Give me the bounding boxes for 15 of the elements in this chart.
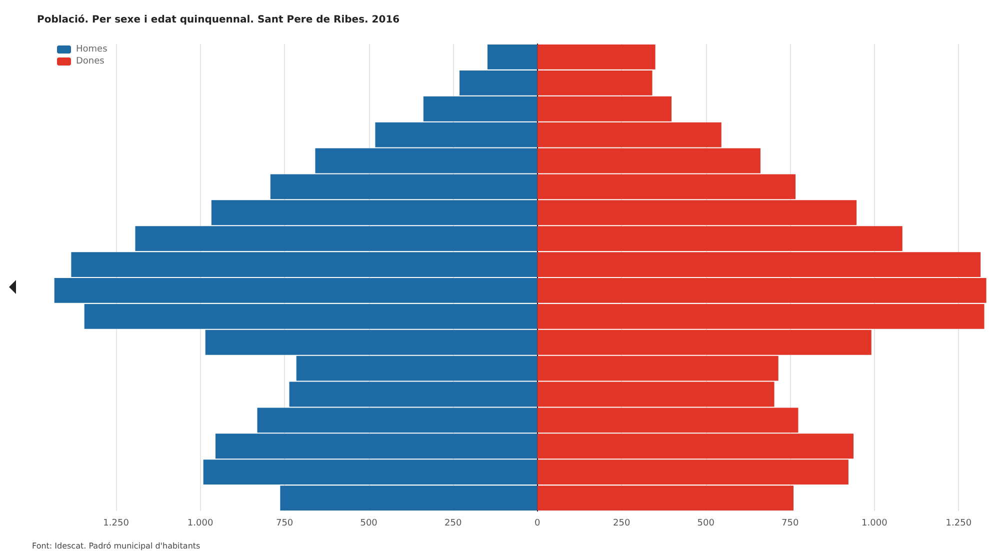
legend-label: Dones: [76, 56, 105, 66]
x-tick-label: 500: [360, 518, 378, 528]
x-tick-label: 500: [697, 518, 715, 528]
x-tick-label: 250: [444, 518, 462, 528]
x-tick-label: 1.250: [103, 518, 130, 528]
x-tick-label: 1.000: [187, 518, 214, 528]
x-tick-label: 1.250: [946, 518, 972, 528]
x-tick-label: 0: [534, 518, 540, 528]
chart-title: Població. Per sexe i edat quinquennal. Sant Pere de Ribes. 2016: [37, 14, 400, 26]
x-tick-label: 750: [782, 518, 799, 528]
text: Font: Idescat. Padró municipal d'habitants: [32, 542, 200, 550]
x-tick-label: 1.000: [862, 518, 888, 528]
x-tick-label: 750: [276, 518, 294, 528]
legend-label: Homes: [76, 44, 108, 54]
x-tick-label: 250: [613, 518, 630, 528]
